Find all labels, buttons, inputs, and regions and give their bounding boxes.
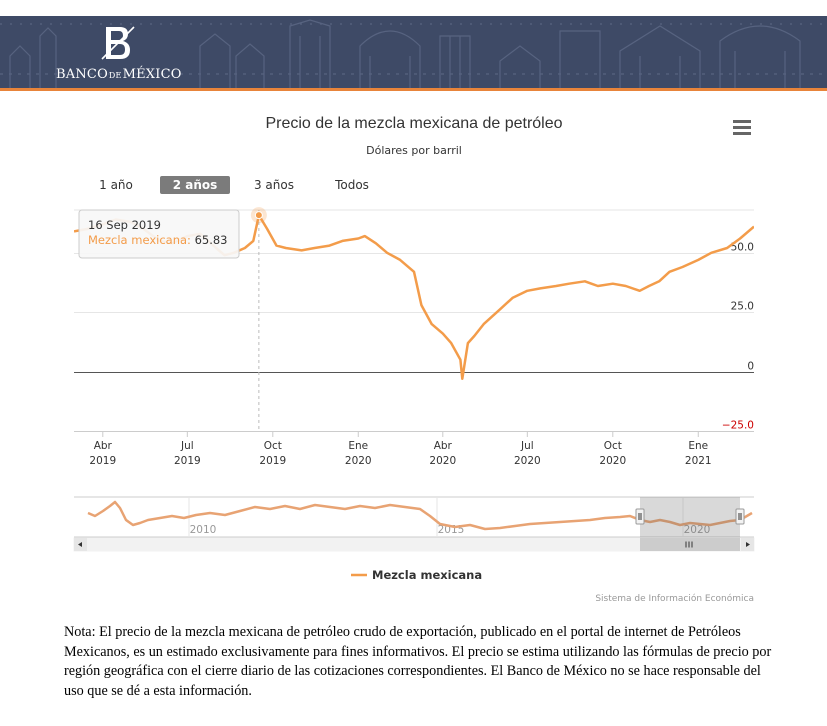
navigator-series [87, 500, 753, 531]
range-button-3[interactable]: 3 años [254, 178, 294, 192]
range-button-label: Todos [334, 178, 369, 192]
tooltip-box [78, 209, 240, 259]
range-button-bg [160, 176, 230, 194]
menu-bar-icon [733, 132, 751, 135]
x-tick-label: 2020 [429, 455, 456, 467]
navigator-handle[interactable] [735, 508, 745, 525]
y-tick-label: 25.0 [731, 301, 754, 313]
x-tick-label: Jul [520, 440, 534, 452]
x-tick-label: 2020 [514, 455, 541, 467]
header-banner: BANCODEMÉXICO [0, 16, 827, 88]
navigator: 2010 2015 2020 [73, 496, 755, 552]
legend-label: Mezcla mexicana [372, 568, 482, 582]
chart-title: Precio de la mezcla mexicana de petróleo [265, 115, 562, 132]
chart-credits[interactable]: Sistema de Información Económica [595, 593, 754, 604]
menu-bar-icon [733, 120, 751, 123]
x-tick-label: Ene [688, 440, 708, 452]
scrollbar-thumb[interactable] [640, 538, 740, 551]
logo-text-part: MÉXICO [122, 67, 182, 82]
banxico-logo[interactable]: BANCODEMÉXICO [56, 21, 182, 83]
chart-menu-button[interactable] [733, 120, 751, 136]
navigator-handle[interactable] [635, 508, 645, 525]
x-tick-label: Jul [180, 440, 194, 452]
range-selector: 1 año 2 años 3 años Todos [99, 176, 369, 194]
banner-accent-line [0, 88, 827, 91]
range-button-1[interactable]: 1 año [99, 178, 133, 192]
range-button-2[interactable]: 2 años [160, 176, 230, 194]
tooltip-series: Mezcla mexicana: 65.83 [88, 233, 228, 247]
tooltip-series-name: Mezcla mexicana: [88, 233, 195, 247]
banxico-logo-text: BANCODEMÉXICO [56, 67, 182, 82]
x-tick-label: 2019 [259, 455, 286, 467]
oil-price-chart: Precio de la mezcla mexicana de petróleo… [73, 115, 755, 604]
disclaimer-note: Nota: El precio de la mezcla mexicana de… [64, 624, 772, 699]
chart-subtitle: Dólares por barril [366, 144, 462, 157]
logo-text-part: BANCO [56, 67, 108, 82]
banner-decoration [0, 19, 827, 88]
x-tick-label: 2020 [345, 455, 372, 467]
y-axis: 50.0 25.0 0 −25.0 [722, 242, 754, 432]
range-button-label: 1 año [99, 178, 133, 192]
navigator-tick-label: 2020 [684, 524, 711, 536]
x-tick-label: 2019 [174, 455, 201, 467]
y-tick-label: 0 [747, 361, 754, 373]
range-button-4[interactable]: Todos [334, 178, 369, 192]
logo-text-small: DE [108, 71, 122, 80]
y-tick-label: 50.0 [731, 242, 754, 254]
banxico-logo-mark-icon [101, 26, 135, 60]
hover-point[interactable] [254, 211, 263, 220]
x-tick-label: 2021 [685, 455, 712, 467]
x-axis: Abr 2019 Jul 2019 Oct 2019 Ene 2020 Abr 2020 Jul 20… [89, 431, 712, 467]
tooltip-date: 16 Sep 2019 [88, 218, 161, 232]
menu-bar-icon [733, 126, 751, 129]
arrow-left-icon [78, 542, 82, 547]
x-tick-label: Oct [604, 440, 622, 452]
navigator-tick-label: 2010 [190, 524, 217, 536]
arrow-right-icon [746, 542, 750, 547]
navigator-handle-box [635, 508, 645, 525]
range-button-label: 2 años [173, 178, 218, 192]
x-tick-label: Oct [264, 440, 282, 452]
x-tick-label: Abr [94, 440, 113, 452]
tooltip-value: 65.83 [195, 233, 228, 247]
range-button-label: 3 años [254, 178, 294, 192]
x-tick-label: 2020 [599, 455, 626, 467]
x-tick-label: 2019 [89, 455, 116, 467]
x-tick-label: Abr [434, 440, 453, 452]
legend: Mezcla mexicana [351, 568, 482, 582]
y-tick-label: −25.0 [722, 420, 754, 432]
x-tick-label: Ene [348, 440, 368, 452]
navigator-handle-box [735, 508, 745, 525]
legend-item-mezcla-mexicana[interactable]: Mezcla mexicana [351, 568, 482, 582]
